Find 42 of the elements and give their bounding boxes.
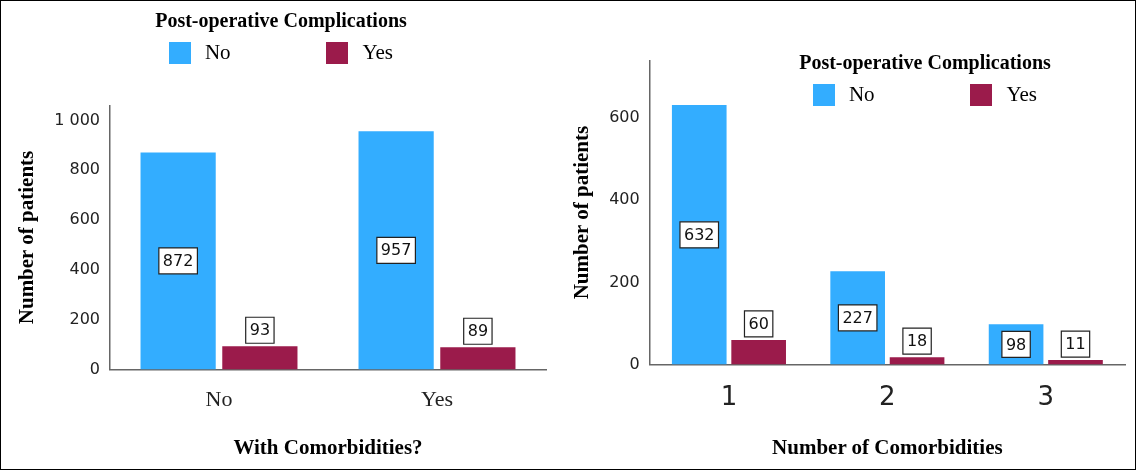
bar	[222, 346, 298, 370]
y-tick-label: 400	[69, 259, 100, 279]
y-axis-title: Number of patients	[569, 125, 594, 300]
bar	[440, 347, 516, 370]
y-tick-label: 400	[609, 189, 640, 209]
x-tick-label: Yes	[420, 386, 454, 412]
y-axis-title: Number of patients	[14, 150, 39, 325]
x-tick-label: No	[205, 386, 233, 412]
legend-title: Post-operative Complications	[154, 9, 408, 32]
data-label: 60	[748, 314, 769, 334]
y-tick-label: 200	[69, 308, 100, 328]
data-label: 18	[906, 331, 928, 351]
legend-label: No	[848, 82, 875, 107]
legend-label: Yes	[362, 40, 394, 65]
y-tick-label: 0	[629, 353, 640, 373]
y-tick-label: 600	[609, 107, 640, 127]
bar	[358, 131, 434, 370]
bar	[671, 104, 727, 365]
legend-label: Yes	[1006, 82, 1038, 107]
y-tick-label: 600	[69, 209, 100, 229]
data-label: 957	[380, 240, 412, 260]
data-label: 93	[249, 320, 271, 340]
x-tick-label: 1	[720, 380, 738, 411]
y-tick-label: 0	[89, 358, 100, 378]
data-label: 227	[842, 308, 873, 328]
y-tick-label: 1 000	[54, 109, 100, 129]
data-label: 98	[1005, 334, 1027, 354]
y-tick-label: 800	[69, 159, 100, 179]
x-tick-label: 3	[1037, 380, 1055, 411]
legend-label: No	[204, 40, 231, 65]
x-tick-label: 2	[879, 380, 896, 411]
y-tick-label: 200	[609, 271, 640, 291]
data-label: 11	[1065, 334, 1086, 354]
data-label: 89	[467, 321, 489, 341]
bar	[731, 339, 786, 365]
bar	[140, 152, 216, 370]
x-axis-title: Number of Comorbidities	[772, 434, 1003, 459]
x-axis-title: With Comorbidities?	[233, 434, 423, 459]
data-label: 872	[162, 251, 194, 271]
legend-title: Post-operative Complications	[798, 51, 1052, 74]
bar	[889, 357, 945, 365]
data-label: 632	[683, 224, 715, 244]
